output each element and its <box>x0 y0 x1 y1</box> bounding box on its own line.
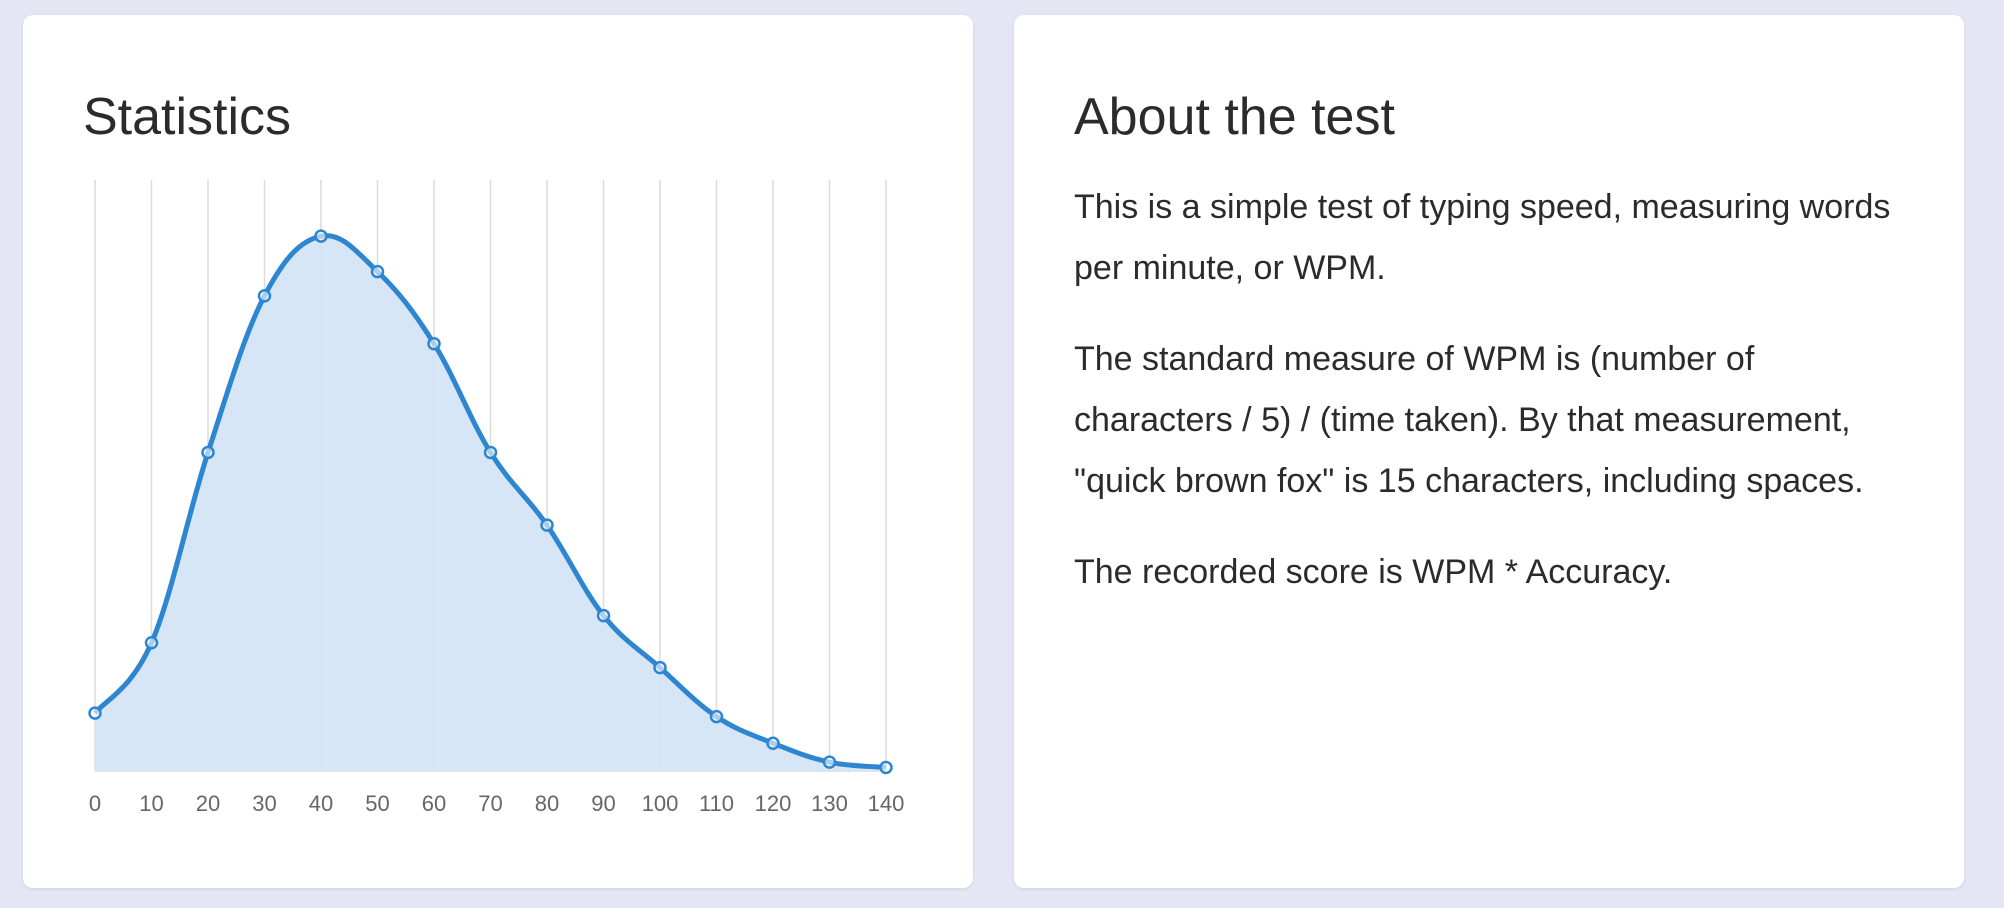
about-paragraph-intro: This is a simple test of typing speed, m… <box>1074 188 1891 287</box>
wpm-distribution-chart: 0 10 20 30 40 50 60 70 80 90 100 110 120 130 140 <box>88 180 905 816</box>
data-point[interactable] <box>144 636 159 650</box>
data-point[interactable] <box>427 336 441 351</box>
data-point[interactable] <box>596 608 611 623</box>
data-point[interactable] <box>257 289 272 303</box>
about-title: About the test <box>1074 88 1395 146</box>
x-tick-label: 60 <box>422 791 446 816</box>
x-tick-label: 100 <box>642 791 679 816</box>
data-point[interactable] <box>88 706 102 720</box>
about-paragraph-formula: The standard measure of WPM is (number o… <box>1074 340 1864 500</box>
statistics-title: Statistics <box>83 88 292 146</box>
data-point[interactable] <box>314 229 328 243</box>
x-tick-label: 80 <box>535 791 559 816</box>
x-tick-label: 20 <box>196 791 220 816</box>
x-tick-label: 90 <box>591 791 615 816</box>
x-tick-label: 10 <box>139 791 163 816</box>
statistics-card: Statistics 0 10 20 30 40 50 60 70 80 90 100 110 120 1… <box>23 15 973 888</box>
about-text: This is a simple test of typing speed, m… <box>1074 177 1914 633</box>
data-point[interactable] <box>822 755 837 769</box>
data-point[interactable] <box>709 709 724 724</box>
data-point[interactable] <box>653 660 667 675</box>
x-tick-label: 40 <box>309 791 333 816</box>
x-tick-label: 140 <box>868 791 905 816</box>
data-point[interactable] <box>540 518 554 532</box>
about-card: About the test This is a simple test of … <box>1014 15 1964 888</box>
x-tick-label: 50 <box>365 791 389 816</box>
x-tick-label: 120 <box>755 791 792 816</box>
data-point[interactable] <box>370 264 385 279</box>
series-area <box>95 235 886 772</box>
data-point[interactable] <box>483 445 498 460</box>
about-paragraph-score: The recorded score is WPM * Accuracy. <box>1074 553 1673 591</box>
data-point[interactable] <box>766 736 780 750</box>
x-tick-label: 0 <box>89 791 101 816</box>
data-point[interactable] <box>879 760 893 775</box>
x-tick-label: 110 <box>699 791 734 816</box>
x-tick-label: 30 <box>252 791 276 816</box>
x-tick-label: 70 <box>478 791 502 816</box>
x-tick-label: 130 <box>811 791 848 816</box>
data-point[interactable] <box>201 445 215 460</box>
